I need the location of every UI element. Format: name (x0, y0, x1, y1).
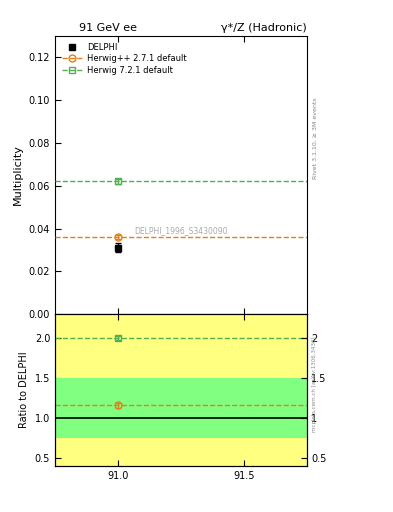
Text: Rivet 3.1.10, ≥ 3M events: Rivet 3.1.10, ≥ 3M events (312, 97, 318, 179)
Text: γ*/Z (Hadronic): γ*/Z (Hadronic) (221, 23, 307, 33)
Y-axis label: Ratio to DELPHI: Ratio to DELPHI (19, 352, 29, 429)
Text: DELPHI_1996_S3430090: DELPHI_1996_S3430090 (134, 226, 228, 235)
Text: mcplots.cern.ch [arXiv:1306.3436]: mcplots.cern.ch [arXiv:1306.3436] (312, 336, 318, 432)
Legend: DELPHI, Herwig++ 2.7.1 default, Herwig 7.2.1 default: DELPHI, Herwig++ 2.7.1 default, Herwig 7… (59, 40, 189, 77)
Y-axis label: Multiplicity: Multiplicity (13, 144, 23, 205)
Bar (55, 378, 307, 438)
Text: 91 GeV ee: 91 GeV ee (79, 23, 137, 33)
